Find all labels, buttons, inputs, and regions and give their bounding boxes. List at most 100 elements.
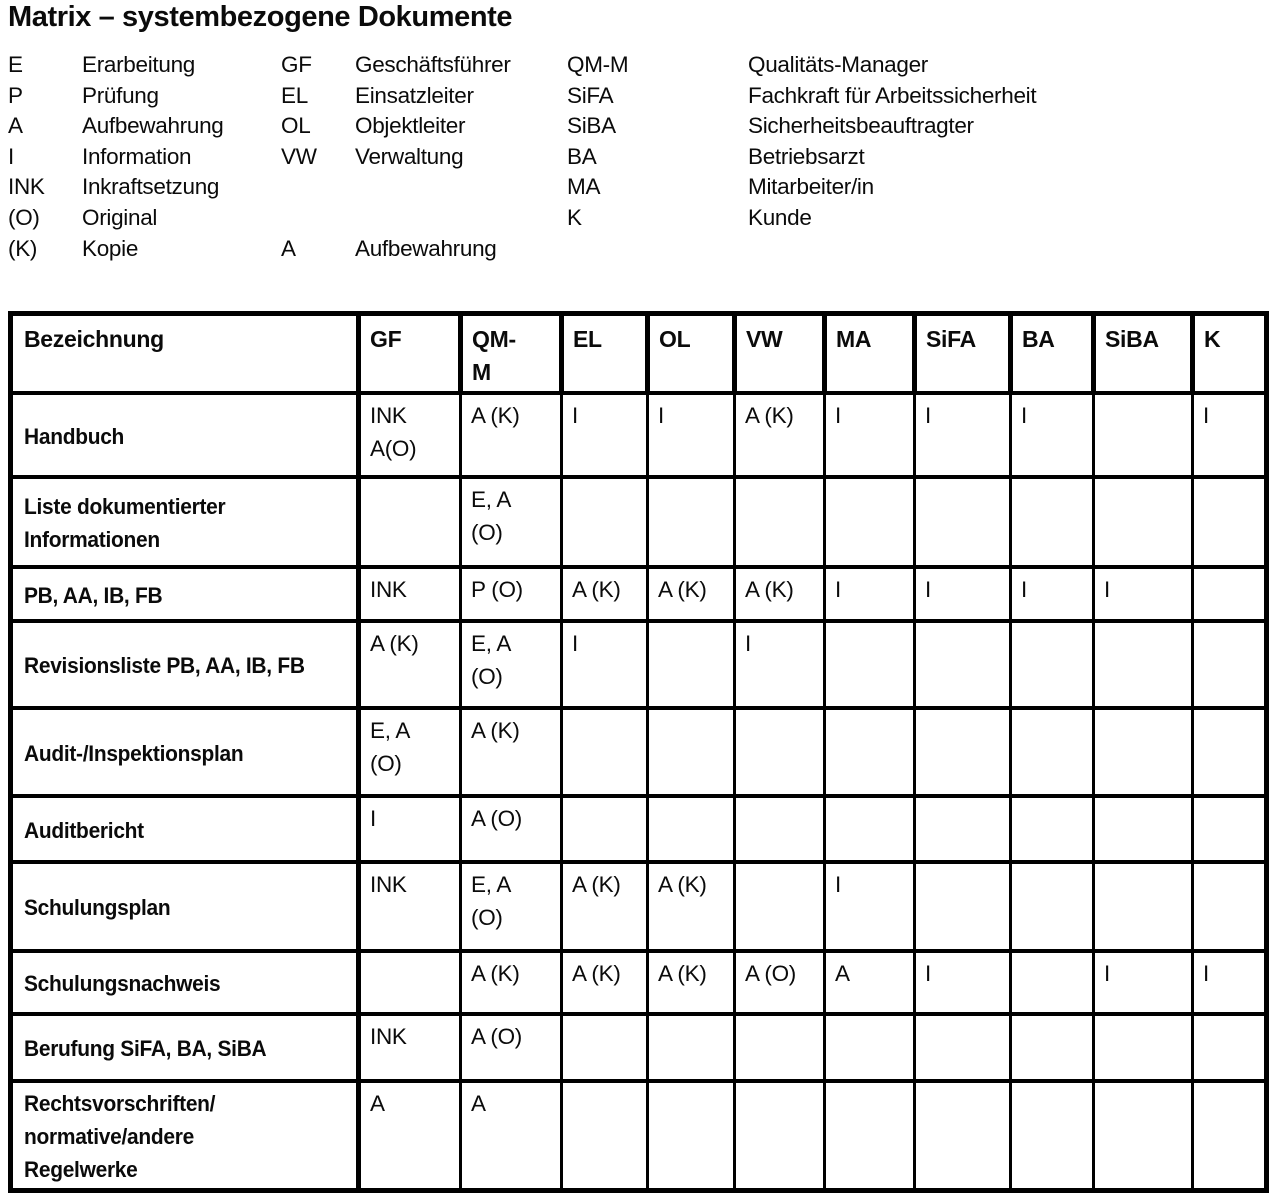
legend-abbr: I [8, 143, 14, 169]
column-header: QM- M [458, 311, 564, 395]
column-header: SiBA [1091, 311, 1195, 395]
matrix-cell: A [823, 949, 916, 1016]
matrix-cell: A (K) [357, 619, 462, 710]
matrix-cell: I [733, 619, 826, 710]
table-row: Schulungsplan INK E, A (O) A (K) A (K) I [8, 860, 1268, 953]
legend-abbr: EL [281, 82, 308, 108]
matrix-cell [1092, 391, 1194, 479]
legend-abbr: K [567, 204, 582, 230]
legend-term: Fachkraft für Arbeitssicherheit [748, 82, 1037, 108]
column-header: BA [1008, 311, 1096, 395]
matrix-cell [1092, 1079, 1194, 1193]
matrix-cell [913, 860, 1012, 953]
matrix-cell [357, 949, 462, 1016]
legend-abbr [281, 203, 355, 234]
legend-abbr [567, 234, 748, 265]
row-label: Auditbericht [8, 794, 361, 864]
matrix-cell: I [913, 565, 1012, 623]
legend-term: Betriebsarzt [748, 143, 865, 169]
matrix-cell: I [1191, 391, 1268, 479]
legend-abbr: A [8, 113, 23, 139]
legend-term: Kopie [82, 235, 139, 261]
row-label: Schulungsnachweis [8, 949, 361, 1016]
matrix-cell [1191, 1079, 1268, 1193]
matrix-cell [1009, 1079, 1095, 1193]
table-row: PB, AA, IB, FB INK P (O) A (K) A (K) A (K) I I I… [8, 565, 1268, 623]
matrix-cell [823, 794, 916, 864]
row-label-text: Schulungsplan [24, 895, 171, 920]
matrix-cell [1092, 619, 1194, 710]
legend-abbr: BA [567, 143, 597, 169]
matrix-cell: I [1092, 565, 1194, 623]
matrix-cell: I [646, 391, 736, 479]
matrix-cell: I [1009, 565, 1095, 623]
legend-term: Sicherheitsbeauftragter [748, 113, 974, 139]
matrix-cell [733, 475, 826, 569]
column-header: SiFA [912, 311, 1013, 395]
row-label-text: Revisionsliste PB, AA, IB, FB [24, 653, 305, 678]
matrix-cell: I [1092, 949, 1194, 1016]
legend-abbr: OL [281, 113, 311, 139]
table-row: Handbuch INK A(O) A (K) I I A (K) I I I I [8, 391, 1268, 479]
legend-abbr: VW [281, 143, 317, 169]
matrix-cell [646, 1012, 736, 1083]
matrix-cell: I [823, 565, 916, 623]
legend-term: Information [82, 143, 192, 169]
matrix-cell [1009, 949, 1095, 1016]
legend-term: Original [82, 204, 158, 230]
legend-term [355, 203, 567, 234]
matrix-cell [1191, 1012, 1268, 1083]
row-label: Handbuch [8, 391, 361, 479]
matrix-cell: A (K) [560, 565, 649, 623]
matrix-cell [1009, 860, 1095, 953]
matrix-cell [913, 794, 1012, 864]
row-label-text: Auditbericht [24, 817, 144, 843]
matrix-cell: A (K) [560, 860, 649, 953]
matrix-cell: I [1009, 391, 1095, 479]
column-header: GF [356, 311, 463, 395]
matrix-cell: I [357, 794, 462, 864]
row-label-text: Berufung SiFA, BA, SiBA [24, 1036, 267, 1061]
row-label: Berufung SiFA, BA, SiBA [8, 1012, 361, 1083]
table-row: Auditbericht I A (O) [8, 794, 1268, 864]
matrix-cell [1092, 475, 1194, 569]
matrix-cell: E, A (O) [459, 619, 563, 710]
legend-abbr: (O) [8, 204, 40, 230]
matrix-cell: A [459, 1079, 563, 1193]
row-label: Liste dokumentierter Informationen [8, 475, 361, 569]
matrix-cell: A (K) [459, 391, 563, 479]
legend-term: Objektleiter [355, 113, 466, 139]
matrix-cell [1009, 706, 1095, 798]
matrix-cell [733, 1012, 826, 1083]
matrix-cell [733, 706, 826, 798]
matrix-cell: A [357, 1079, 462, 1193]
matrix-cell [646, 794, 736, 864]
table-row: Schulungsnachweis A (K) A (K) A (K) A (O) A I I… [8, 949, 1268, 1016]
legend-abbr: SiFA [567, 82, 614, 108]
matrix-cell [823, 619, 916, 710]
matrix-cell [913, 619, 1012, 710]
legend-abbr: MA [567, 174, 601, 200]
legend-term: Geschäftsführer [355, 52, 511, 77]
matrix-cell: A (K) [646, 565, 736, 623]
column-header: OL [645, 311, 737, 395]
column-header: K [1190, 311, 1269, 395]
matrix-cell: I [560, 391, 649, 479]
matrix-cell [646, 1079, 736, 1193]
matrix-cell: I [1191, 949, 1268, 1016]
row-label-text: Audit-/Inspektionsplan [24, 740, 244, 766]
matrix-cell: A (O) [459, 1012, 563, 1083]
row-label: Schulungsplan [8, 860, 361, 953]
column-header: Bezeichnung [8, 311, 361, 395]
matrix-cell: A (K) [459, 706, 563, 798]
matrix-cell [560, 1012, 649, 1083]
row-label: Revisionsliste PB, AA, IB, FB [8, 619, 361, 710]
matrix-cell: A (K) [459, 949, 563, 1016]
matrix-cell [560, 1079, 649, 1193]
matrix-cell [733, 860, 826, 953]
table-row: Revisionsliste PB, AA, IB, FB A (K) E, A (… [8, 619, 1268, 710]
matrix-cell [1092, 794, 1194, 864]
matrix-cell: I [560, 619, 649, 710]
matrix-cell: P (O) [459, 565, 563, 623]
row-label: PB, AA, IB, FB [8, 565, 361, 623]
